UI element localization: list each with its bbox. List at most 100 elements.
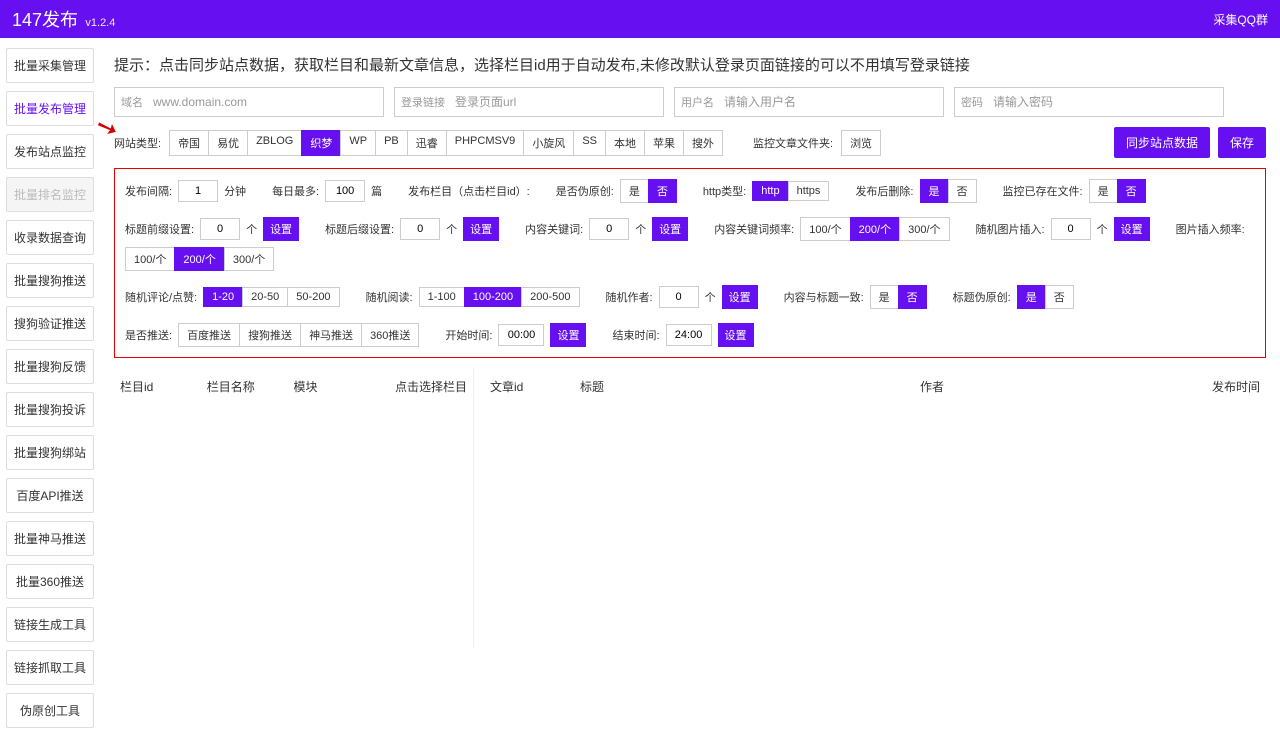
art-author-header: 作者 (920, 378, 1090, 395)
domain-group: 域名 (114, 87, 384, 117)
sidebar-item[interactable]: 发布站点监控 (6, 134, 94, 169)
seg-option[interactable]: https (788, 181, 830, 201)
seg-option[interactable]: 否 (898, 285, 927, 309)
login-input[interactable] (451, 88, 663, 116)
domain-input[interactable] (149, 88, 383, 116)
cfg-input[interactable] (178, 180, 218, 202)
art-id-header: 文章id (490, 378, 580, 395)
cfg-input[interactable] (400, 218, 440, 240)
site-type-option[interactable]: 本地 (605, 130, 645, 156)
seg-option[interactable]: 否 (948, 179, 977, 203)
seg-option[interactable]: 100/个 (800, 217, 850, 241)
push-option[interactable]: 360推送 (361, 323, 419, 347)
sidebar-item[interactable]: 链接抓取工具 (6, 650, 94, 685)
cfg-label: http类型: (703, 183, 746, 199)
cfg-set-button[interactable]: 设置 (718, 323, 754, 347)
site-type-option[interactable]: WP (340, 130, 376, 156)
push-option[interactable]: 百度推送 (178, 323, 240, 347)
cfg-label: 内容关键词: (525, 221, 583, 237)
seg-option[interactable]: http (752, 181, 788, 201)
cfg-set-button[interactable]: 设置 (263, 217, 299, 241)
seg-option[interactable]: 1-100 (419, 287, 465, 307)
cfg-set-button[interactable]: 设置 (652, 217, 688, 241)
user-group: 用户名 (674, 87, 944, 117)
sidebar-item[interactable]: 批量发布管理 (6, 91, 94, 126)
sidebar-item[interactable]: 收录数据查询 (6, 220, 94, 255)
hint-text: 提示：点击同步站点数据，获取栏目和最新文章信息，选择栏目id用于自动发布,未修改… (114, 54, 1266, 75)
browse-button[interactable]: 浏览 (841, 130, 881, 156)
seg-option[interactable]: 200/个 (174, 247, 224, 271)
pass-input[interactable] (989, 88, 1223, 116)
site-type-option[interactable]: 帝国 (169, 130, 209, 156)
sidebar-item[interactable]: 搜狗验证推送 (6, 306, 94, 341)
pass-group: 密码 (954, 87, 1224, 117)
site-type-options: 帝国易优ZBLOG织梦WPPB迅睿PHPCMSV9小旋风SS本地苹果搜外 (169, 130, 723, 156)
user-input[interactable] (720, 88, 943, 116)
cfg-input[interactable] (589, 218, 629, 240)
cfg-set-button[interactable]: 设置 (722, 285, 758, 309)
sidebar-item[interactable]: 批量采集管理 (6, 48, 94, 83)
cfg-label: 内容与标题一致: (784, 289, 864, 305)
cfg-label: 图片插入频率: (1176, 221, 1245, 237)
site-type-option[interactable]: 易优 (208, 130, 248, 156)
cfg-label: 结束时间: (612, 327, 659, 343)
cfg-input[interactable] (659, 286, 699, 308)
site-type-option[interactable]: 小旋风 (523, 130, 574, 156)
sidebar-item[interactable]: 批量搜狗绑站 (6, 435, 94, 470)
seg-option[interactable]: 否 (1045, 285, 1074, 309)
site-type-option[interactable]: ZBLOG (247, 130, 302, 156)
cfg-label: 是否推送: (125, 327, 172, 343)
art-time-header: 发布时间 (1090, 378, 1260, 395)
cfg-input[interactable] (666, 324, 712, 346)
sidebar-item[interactable]: 批量搜狗反馈 (6, 349, 94, 384)
site-type-option[interactable]: 搜外 (683, 130, 723, 156)
sidebar-item[interactable]: 批量排名监控 (6, 177, 94, 212)
seg-option[interactable]: 100/个 (125, 247, 175, 271)
qq-group-link[interactable]: 采集QQ群 (1213, 11, 1268, 28)
seg-option[interactable]: 50-200 (287, 287, 339, 307)
sidebar-item[interactable]: 百度API推送 (6, 478, 94, 513)
push-option[interactable]: 神马推送 (300, 323, 362, 347)
seg-option[interactable]: 是 (920, 179, 949, 203)
seg-option[interactable]: 100-200 (464, 287, 522, 307)
site-type-option[interactable]: 迅睿 (407, 130, 447, 156)
site-type-option[interactable]: SS (573, 130, 606, 156)
save-button[interactable]: 保存 (1218, 127, 1266, 158)
cfg-label: 标题伪原创: (953, 289, 1011, 305)
seg-option[interactable]: 否 (648, 179, 677, 203)
seg-option[interactable]: 是 (870, 285, 899, 309)
login-label: 登录链接 (395, 94, 451, 110)
site-type-option[interactable]: PB (375, 130, 408, 156)
cfg-input[interactable] (325, 180, 365, 202)
sidebar-item[interactable]: 批量神马推送 (6, 521, 94, 556)
cfg-set-button[interactable]: 设置 (463, 217, 499, 241)
sync-button[interactable]: 同步站点数据 (1114, 127, 1210, 158)
cfg-input[interactable] (1051, 218, 1091, 240)
col-name-header: 栏目名称 (207, 378, 294, 395)
sidebar-item[interactable]: 批量搜狗推送 (6, 263, 94, 298)
cfg-set-button[interactable]: 设置 (1114, 217, 1150, 241)
seg-option[interactable]: 20-50 (242, 287, 288, 307)
seg-option[interactable]: 200/个 (850, 217, 900, 241)
sidebar-item[interactable]: 链接生成工具 (6, 607, 94, 642)
seg-option[interactable]: 是 (1017, 285, 1046, 309)
cfg-label: 发布后删除: (855, 183, 913, 199)
seg-option[interactable]: 300/个 (224, 247, 274, 271)
cfg-set-button[interactable]: 设置 (550, 323, 586, 347)
seg-option[interactable]: 是 (1089, 179, 1118, 203)
sidebar-item[interactable]: 批量搜狗投诉 (6, 392, 94, 427)
push-option[interactable]: 搜狗推送 (239, 323, 301, 347)
cfg-input[interactable] (200, 218, 240, 240)
seg-option[interactable]: 1-20 (203, 287, 243, 307)
seg-option[interactable]: 是 (620, 179, 649, 203)
seg-option[interactable]: 否 (1117, 179, 1146, 203)
site-type-option[interactable]: 织梦 (301, 130, 341, 156)
site-type-option[interactable]: PHPCMSV9 (446, 130, 525, 156)
site-type-option[interactable]: 苹果 (644, 130, 684, 156)
sidebar-item[interactable]: 批量360推送 (6, 564, 94, 599)
cfg-input[interactable] (498, 324, 544, 346)
sidebar: ➘ 批量采集管理批量发布管理发布站点监控批量排名监控收录数据查询批量搜狗推送搜狗… (0, 38, 100, 746)
seg-option[interactable]: 200-500 (521, 287, 579, 307)
sidebar-item[interactable]: 伪原创工具 (6, 693, 94, 728)
seg-option[interactable]: 300/个 (899, 217, 949, 241)
